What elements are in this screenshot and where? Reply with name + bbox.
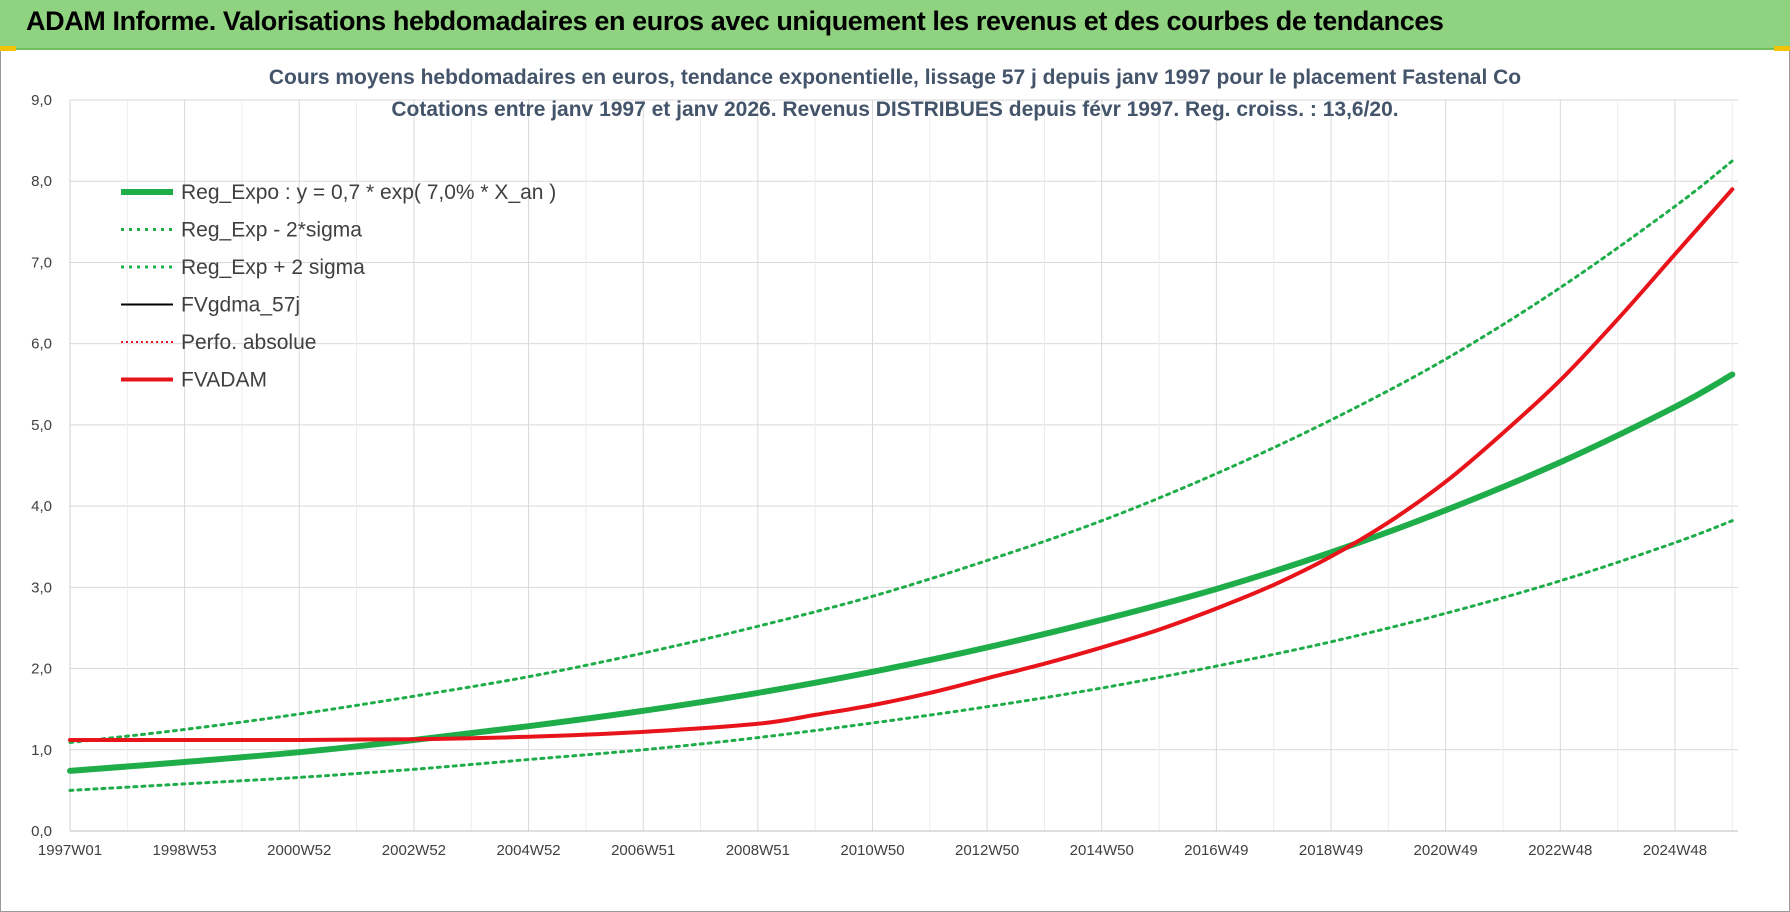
x-tick-label: 2018W49: [1299, 842, 1363, 859]
y-tick-label: 2,0: [31, 661, 52, 678]
legend-label: Perfo. absolue: [181, 331, 316, 354]
legend-label: FVgdma_57j: [181, 294, 300, 317]
series-perfo-absolue: [69, 188, 1734, 742]
y-tick-label: 4,0: [31, 498, 52, 515]
y-tick-label: 3,0: [31, 579, 52, 596]
page-title: ADAM Informe. Valorisations hebdomadaire…: [26, 6, 1444, 36]
header-banner: ADAM Informe. Valorisations hebdomadaire…: [0, 0, 1790, 50]
legend-label: Reg_Expo : y = 0,7 * exp( 7,0% * X_an ): [181, 181, 556, 204]
chart: 0,0 1,0 2,0 3,0 4,0 5,0 6,0 7,0 8,0 9,0 1997W01 199…: [31, 66, 1738, 859]
x-tick-label: 1997W01: [38, 842, 102, 859]
y-tick-label: 9,0: [31, 92, 52, 109]
series-reg-plus-2sigma: [68, 159, 1734, 744]
x-tick-label: 2012W50: [955, 842, 1019, 859]
legend-label: Reg_Exp - 2*sigma: [181, 219, 362, 242]
y-tick-label: 0,0: [31, 823, 52, 840]
grid-layer: [69, 99, 1738, 832]
y-tick-label: 8,0: [31, 173, 52, 190]
y-tick-label: 1,0: [31, 742, 52, 759]
x-tick-label: 2004W52: [496, 842, 560, 859]
corner-mark-right: [1774, 46, 1790, 51]
x-tick-label: 2002W52: [382, 842, 446, 859]
x-tick-label: 2008W51: [726, 842, 790, 859]
corner-mark-left: [0, 46, 16, 51]
series-reg-expo: [67, 371, 1736, 774]
x-tick-label: 2022W48: [1528, 842, 1592, 859]
x-tick-label: 2016W49: [1184, 842, 1248, 859]
series-layer: [67, 159, 1736, 792]
chart-title: Cours moyens hebdomadaires en euros, ten…: [269, 66, 1521, 121]
y-tick-label: 5,0: [31, 417, 52, 434]
axis-layer: 0,0 1,0 2,0 3,0 4,0 5,0 6,0 7,0 8,0 9,0 1997W01 199…: [31, 92, 1738, 859]
x-tick-label: 2010W50: [840, 842, 904, 859]
x-tick-label: 2020W49: [1414, 842, 1478, 859]
y-tick-label: 6,0: [31, 336, 52, 353]
chart-title-line: Cours moyens hebdomadaires en euros, ten…: [269, 66, 1521, 89]
series-reg-minus-2sigma: [68, 519, 1734, 792]
chart-title-line: Cotations entre janv 1997 et janv 2026. …: [391, 98, 1398, 121]
x-tick-label: 2014W50: [1070, 842, 1134, 859]
x-tick-label: 2000W52: [267, 842, 331, 859]
legend-label: FVADAM: [181, 369, 267, 392]
x-tick-label: 2006W51: [611, 842, 675, 859]
x-tick-label: 2024W48: [1643, 842, 1707, 859]
y-tick-label: 7,0: [31, 254, 52, 271]
x-tick-label: 1998W53: [153, 842, 217, 859]
legend: Reg_Expo : y = 0,7 * exp( 7,0% * X_an ) R…: [121, 181, 556, 392]
legend-label: Reg_Exp + 2 sigma: [181, 256, 365, 279]
